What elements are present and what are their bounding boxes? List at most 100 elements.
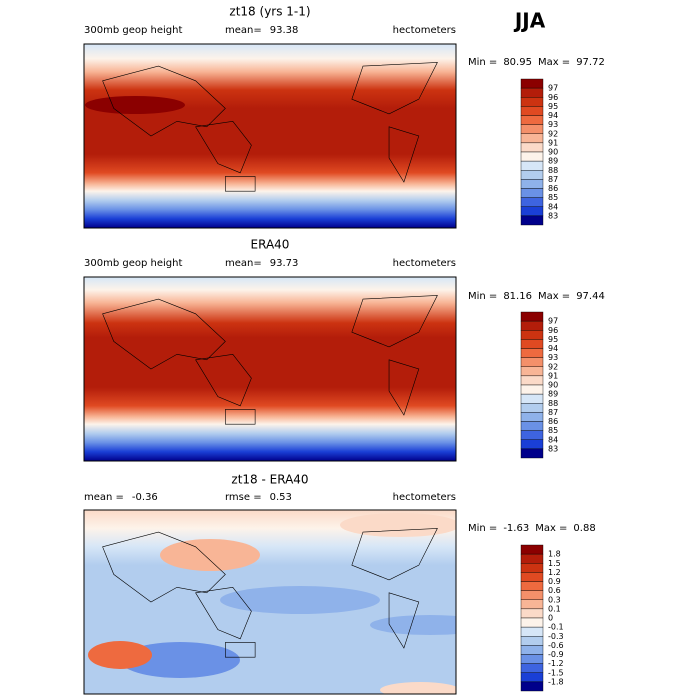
colorbar-box <box>520 572 544 582</box>
map-features <box>85 62 438 192</box>
colorbar-label: 0.9 <box>548 577 561 586</box>
panel-title: zt18 - ERA40 <box>231 473 308 487</box>
min-max: Min = 80.95 Max = 97.72 <box>468 57 605 68</box>
colorbar-box <box>520 115 544 125</box>
colorbar-box <box>520 681 544 692</box>
colorbar-box <box>520 439 544 450</box>
panel-title: ERA40 <box>251 238 290 252</box>
colorbar-box <box>520 339 544 349</box>
min-label: Min = <box>468 523 497 534</box>
panel-header: hectometers <box>393 258 456 269</box>
panel-header: mean= 93.73 <box>225 258 298 269</box>
colorbar-label: 84 <box>548 202 558 211</box>
colorbar-label: 93 <box>548 120 558 129</box>
colorbar-label: 92 <box>548 362 558 371</box>
colorbar-box <box>520 384 544 395</box>
coastline <box>388 359 420 416</box>
min-value: 80.95 <box>503 57 532 68</box>
colorbar-box <box>520 142 544 153</box>
max-value: 0.88 <box>573 523 595 534</box>
colorbar-box <box>520 626 544 637</box>
panel-header: rmse = 0.53 <box>225 492 292 503</box>
colorbar-box <box>520 160 544 171</box>
colorbar-box <box>520 206 544 217</box>
header-value: 93.73 <box>270 258 299 269</box>
map-field <box>84 277 456 461</box>
colorbar-label: 1.8 <box>548 550 561 559</box>
map-field <box>84 44 456 228</box>
colorbar-label: 89 <box>548 157 558 166</box>
panel-header: 300mb geop height <box>84 25 182 36</box>
map-features <box>102 295 438 425</box>
panel-header: mean= 93.38 <box>225 25 298 36</box>
map-frame <box>83 276 457 462</box>
header-label: mean= <box>225 25 262 36</box>
colorbar-box <box>520 412 544 422</box>
coastline <box>102 531 226 603</box>
colorbar-label: 0.1 <box>548 604 561 613</box>
map-features <box>88 513 456 694</box>
colorbar-label: 89 <box>548 390 558 399</box>
colorbar-label: 85 <box>548 193 558 202</box>
header-label: mean= <box>225 258 262 269</box>
colorbar-label: 95 <box>548 102 558 111</box>
coastline <box>388 592 420 649</box>
colorbar-box <box>520 608 544 619</box>
min-value: 81.16 <box>503 291 532 302</box>
colorbar-label: 94 <box>548 111 558 120</box>
colorbar-box <box>520 544 544 555</box>
colorbar-box <box>520 106 544 116</box>
colorbar-box <box>520 133 544 144</box>
colorbar-box <box>520 197 544 207</box>
colorbar-box <box>520 663 544 673</box>
coastline <box>388 126 420 183</box>
panel-header: mean = -0.36 <box>84 492 158 503</box>
max-label: Max = <box>535 523 567 534</box>
colorbar-box <box>520 348 544 358</box>
panel-title: zt18 (yrs 1-1) <box>229 5 310 19</box>
panel-header: 300mb geop height <box>84 258 182 269</box>
colorbar-box <box>520 311 544 322</box>
colorbar-box <box>520 330 544 340</box>
colorbar-box <box>520 320 544 331</box>
header-value: -0.36 <box>132 492 158 503</box>
colorbar-box <box>520 599 544 610</box>
colorbar-label: -1.2 <box>548 659 564 668</box>
colorbar-label: -0.1 <box>548 623 564 632</box>
colorbar-box <box>520 645 544 655</box>
max-value: 97.72 <box>576 57 605 68</box>
colorbar-box <box>520 78 544 89</box>
colorbar-label: 97 <box>548 84 558 93</box>
colorbar-label: 85 <box>548 426 558 435</box>
colorbar-label: 88 <box>548 166 558 175</box>
min-max: Min = -1.63 Max = 0.88 <box>468 523 596 534</box>
colorbar-label: 90 <box>548 381 558 390</box>
map-contour <box>160 539 260 571</box>
coastline <box>102 298 226 370</box>
max-label: Max = <box>538 57 570 68</box>
header-value: 0.53 <box>270 492 292 503</box>
colorbar-label: 93 <box>548 353 558 362</box>
coastline <box>225 409 256 425</box>
colorbar-box <box>520 215 544 226</box>
colorbar-box <box>520 179 544 189</box>
colorbar-label: 94 <box>548 344 558 353</box>
colorbar-label: 87 <box>548 175 558 184</box>
colorbar-label: 90 <box>548 148 558 157</box>
colorbar-label: 88 <box>548 399 558 408</box>
colorbar-label: 86 <box>548 417 558 426</box>
coastline <box>195 353 252 407</box>
colorbar-label: -1.8 <box>548 677 564 686</box>
min-label: Min = <box>468 291 497 302</box>
colorbar-label: 0.3 <box>548 595 561 604</box>
colorbar-box <box>520 366 544 377</box>
colorbar-box <box>520 672 544 683</box>
coastline <box>195 120 252 174</box>
colorbar-box <box>520 581 544 591</box>
map-frame <box>83 43 457 229</box>
min-value: -1.63 <box>503 523 529 534</box>
colorbar-box <box>520 393 544 404</box>
colorbar-box <box>520 188 544 198</box>
max-label: Max = <box>538 291 570 302</box>
